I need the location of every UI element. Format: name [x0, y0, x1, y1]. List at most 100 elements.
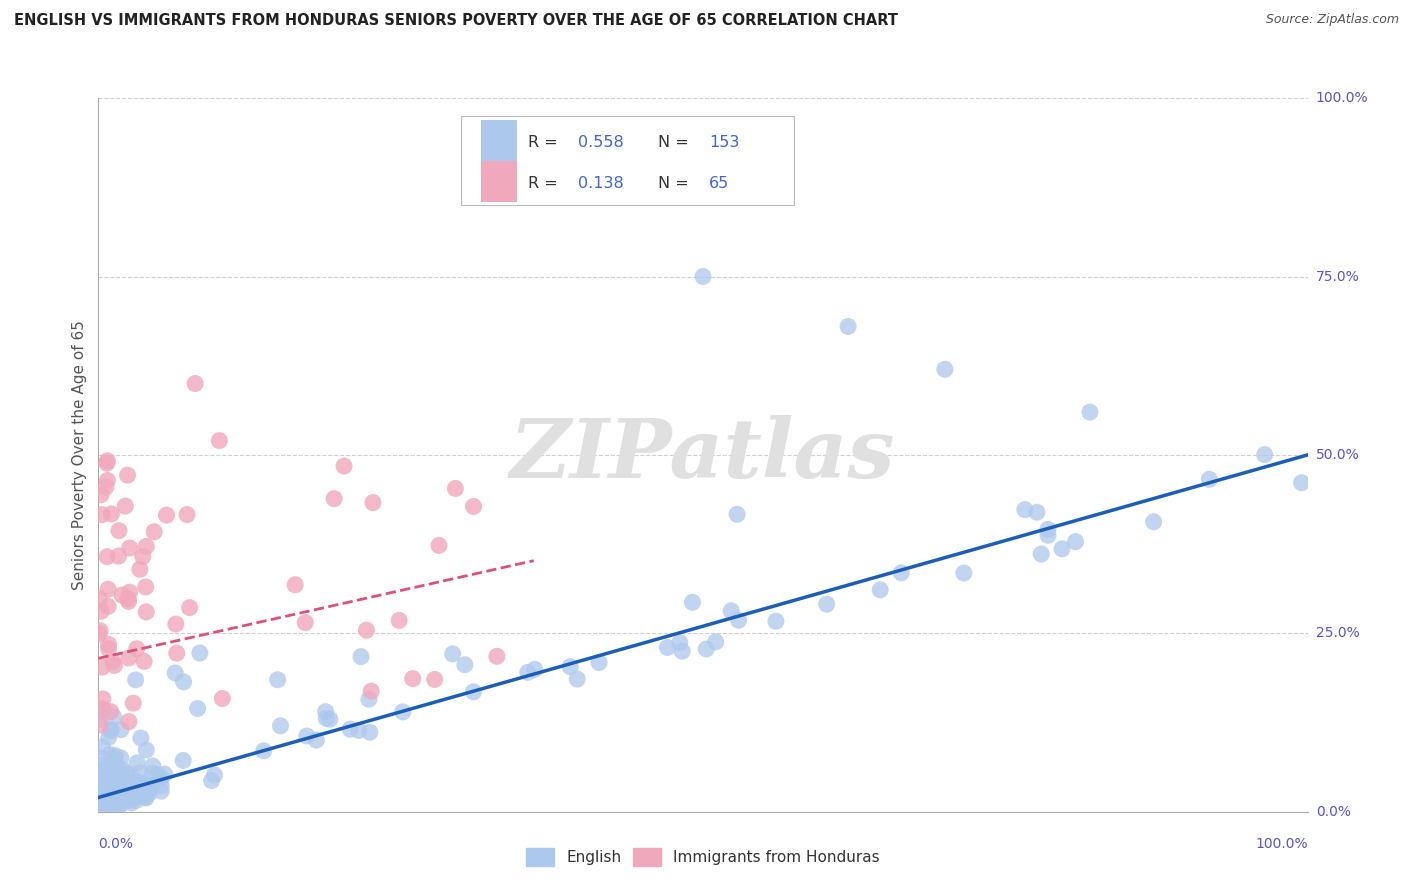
Point	[155, 508, 177, 523]
Point	[107, 772, 129, 786]
Point	[869, 582, 891, 597]
Point	[108, 787, 131, 801]
Point	[135, 605, 157, 619]
Point	[523, 662, 546, 676]
Point	[704, 635, 727, 649]
Point	[96, 456, 118, 470]
Point	[671, 644, 693, 658]
Point	[361, 495, 384, 509]
Point	[534, 184, 557, 198]
Point	[87, 778, 110, 792]
Point	[90, 774, 112, 789]
Point	[90, 488, 112, 502]
Point	[98, 747, 121, 762]
Point	[100, 507, 122, 521]
Point	[89, 766, 111, 780]
Point	[128, 775, 150, 789]
Point	[97, 761, 120, 775]
Point	[89, 758, 111, 772]
FancyBboxPatch shape	[481, 120, 517, 161]
Point	[100, 799, 122, 814]
Text: 75.0%: 75.0%	[1316, 269, 1360, 284]
Point	[153, 767, 176, 781]
Point	[96, 454, 118, 468]
Point	[118, 651, 141, 665]
Point	[91, 692, 114, 706]
Point	[150, 779, 173, 793]
Text: 65: 65	[709, 176, 730, 191]
Point	[837, 319, 859, 334]
Point	[108, 795, 131, 809]
Point	[1031, 547, 1053, 561]
Point	[97, 599, 120, 614]
Point	[388, 614, 411, 628]
Point	[934, 362, 956, 376]
Point	[166, 646, 188, 660]
Point	[165, 665, 187, 680]
Point	[720, 604, 742, 618]
Point	[110, 781, 132, 796]
Point	[108, 798, 131, 813]
Point	[108, 788, 131, 802]
Point	[129, 782, 152, 797]
Point	[132, 549, 155, 564]
Text: ZIPatlas: ZIPatlas	[510, 415, 896, 495]
Point	[94, 763, 117, 777]
Point	[454, 657, 477, 672]
Point	[188, 646, 211, 660]
Point	[270, 719, 292, 733]
Point	[93, 770, 115, 784]
Point	[89, 772, 111, 787]
Point	[141, 766, 163, 780]
Point	[103, 752, 125, 766]
Text: N =: N =	[658, 135, 695, 150]
Point	[96, 474, 118, 488]
Point	[129, 731, 152, 745]
Point	[98, 791, 121, 805]
Point	[201, 773, 224, 788]
Point	[253, 744, 276, 758]
Text: 25.0%: 25.0%	[1316, 626, 1360, 640]
Point	[115, 779, 138, 793]
Point	[91, 739, 114, 754]
Point	[97, 582, 120, 597]
Point	[356, 623, 378, 637]
Point	[695, 641, 717, 656]
Point	[114, 499, 136, 513]
Point	[101, 766, 124, 780]
Point	[173, 674, 195, 689]
Point	[118, 793, 141, 807]
Point	[121, 796, 143, 810]
Point	[91, 508, 114, 522]
Point	[98, 777, 121, 791]
Text: 50.0%: 50.0%	[1316, 448, 1360, 462]
Point	[294, 615, 316, 630]
Point	[103, 658, 125, 673]
Point	[1253, 448, 1275, 462]
Point	[94, 480, 117, 494]
Point	[98, 785, 121, 799]
Point	[150, 784, 173, 798]
Point	[87, 713, 110, 727]
Point	[669, 635, 692, 649]
Point	[125, 756, 148, 770]
Point	[1078, 405, 1101, 419]
Point	[124, 776, 146, 790]
Point	[91, 801, 114, 815]
Point	[142, 759, 165, 773]
Point	[1064, 534, 1087, 549]
Point	[347, 723, 370, 738]
Text: R =: R =	[527, 135, 562, 150]
Point	[124, 673, 146, 687]
Point	[129, 765, 152, 780]
Point	[360, 684, 382, 698]
Point	[89, 718, 111, 732]
Point	[463, 500, 485, 514]
Point	[284, 578, 307, 592]
Point	[93, 796, 115, 810]
Point	[516, 665, 538, 680]
Point	[815, 597, 838, 611]
Point	[208, 434, 231, 448]
Point	[765, 614, 787, 628]
Point	[727, 613, 749, 627]
